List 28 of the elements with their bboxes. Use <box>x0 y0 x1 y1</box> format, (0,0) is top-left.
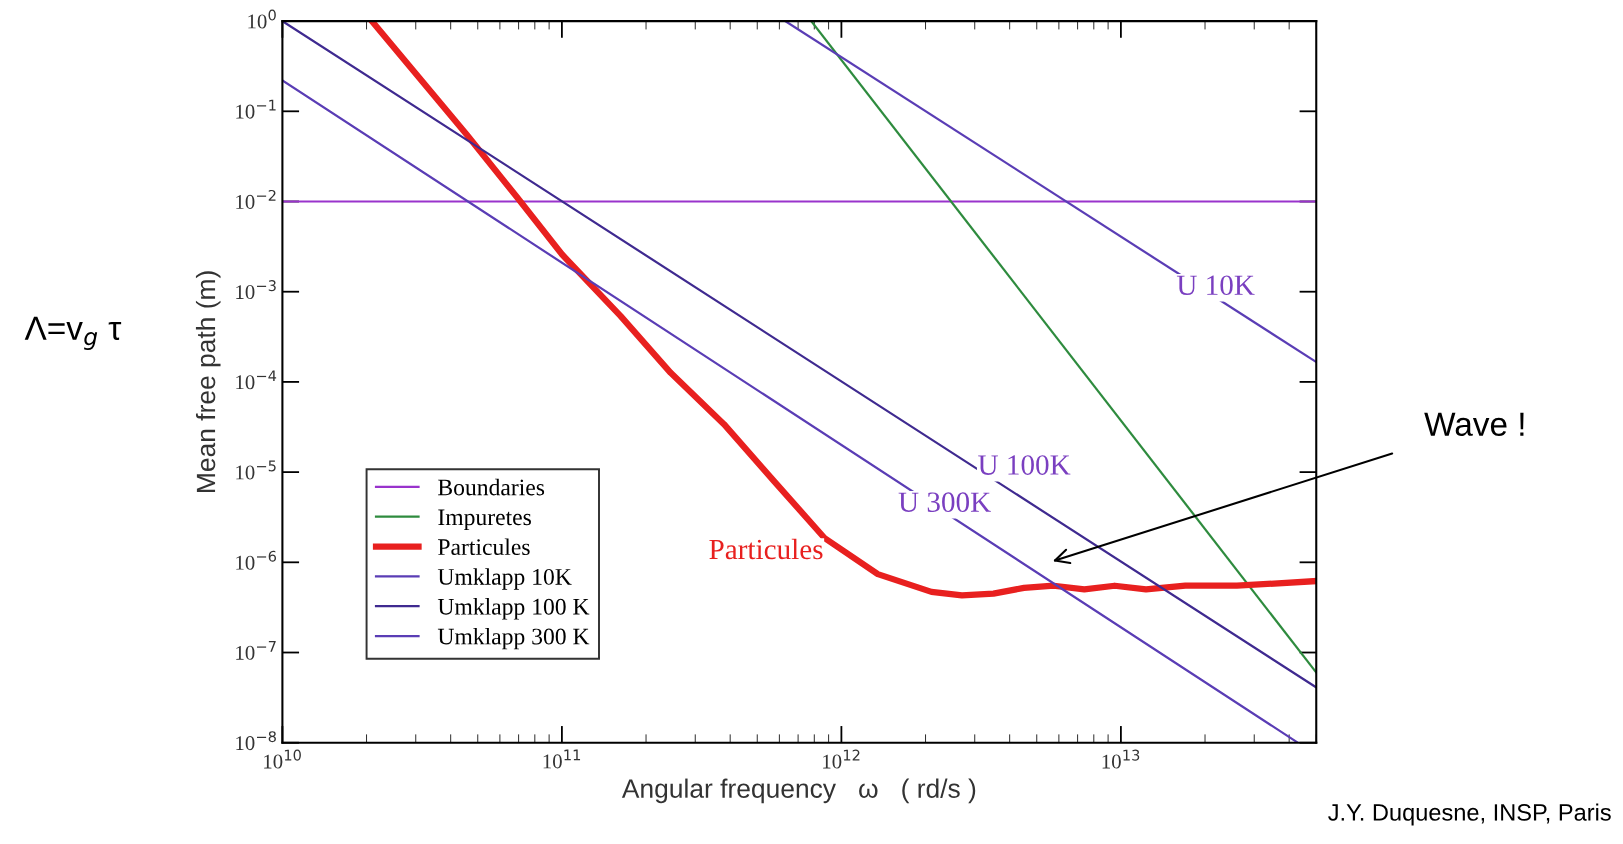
legend-label: Umklapp 100 K <box>437 598 590 620</box>
x-tick-label: 10$^{12}$ <box>823 749 860 769</box>
legend-label: Umklapp 300 K <box>437 627 590 650</box>
y-tick-label: 10$^{0}$ <box>248 9 276 29</box>
text: J.Y. Duquesne, INSP, Paris <box>1328 803 1611 826</box>
x-axis-title: Angular frequency ω ( rd/s ) <box>621 778 976 804</box>
y-tick-label: 10$^{−2}$ <box>236 189 276 209</box>
text: Wave ! <box>1424 412 1524 437</box>
y-tick-label: 10$^{−4}$ <box>236 370 277 390</box>
annotation: U 10K <box>1176 275 1255 296</box>
y-tick-label: 10$^{−7}$ <box>236 641 276 660</box>
annotation: Particules <box>709 538 823 560</box>
x-tick-label: 10$^{13}$ <box>1102 749 1140 769</box>
annotation: U 100K <box>978 455 1071 475</box>
legend-label: Boundaries <box>438 478 545 496</box>
legend-label: Umklapp 10K <box>437 568 572 590</box>
x-tick-label: 10$^{10}$ <box>264 749 301 769</box>
x-tick-label: 10$^{11}$ <box>543 749 581 769</box>
y-axis-title: Mean free path (m) <box>195 271 221 492</box>
text: Λ=v$_{g}$ τ <box>24 316 122 350</box>
annotation: U 300K <box>898 492 991 513</box>
y-tick-label: 10$^{−6}$ <box>236 550 277 570</box>
y-tick-label: 10$^{−3}$ <box>236 280 276 300</box>
y-tick-label: 10$^{−5}$ <box>236 460 276 480</box>
legend-label: Impuretes <box>438 509 531 531</box>
y-tick-label: 10$^{−1}$ <box>236 99 276 119</box>
legend-label: Particules <box>438 538 530 556</box>
y-tick-label: 10$^{−8}$ <box>236 731 276 751</box>
